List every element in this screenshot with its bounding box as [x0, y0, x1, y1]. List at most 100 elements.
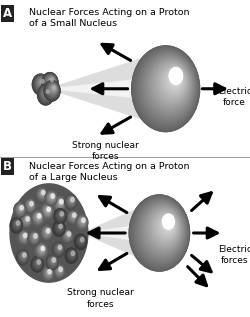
Circle shape — [135, 199, 186, 264]
Circle shape — [136, 200, 185, 262]
Circle shape — [46, 90, 49, 94]
Circle shape — [24, 235, 25, 237]
Circle shape — [40, 247, 43, 251]
Circle shape — [81, 239, 82, 241]
Circle shape — [61, 229, 73, 244]
Circle shape — [75, 235, 86, 248]
Circle shape — [44, 206, 51, 216]
Circle shape — [71, 199, 72, 201]
Circle shape — [145, 206, 181, 252]
Circle shape — [51, 79, 53, 81]
Circle shape — [139, 51, 195, 123]
Circle shape — [28, 230, 40, 246]
Circle shape — [30, 233, 38, 242]
Circle shape — [37, 189, 46, 200]
Circle shape — [79, 238, 84, 243]
Circle shape — [62, 229, 72, 243]
Circle shape — [38, 262, 39, 264]
Circle shape — [41, 80, 44, 84]
Circle shape — [57, 199, 63, 207]
Circle shape — [43, 205, 52, 217]
Circle shape — [71, 251, 74, 256]
Circle shape — [58, 245, 61, 249]
Circle shape — [42, 73, 57, 92]
Circle shape — [61, 229, 73, 244]
Circle shape — [33, 235, 36, 239]
Circle shape — [136, 49, 196, 126]
Circle shape — [18, 206, 23, 212]
Circle shape — [152, 61, 188, 107]
Circle shape — [65, 248, 77, 263]
Circle shape — [59, 226, 61, 228]
Circle shape — [54, 196, 66, 211]
Circle shape — [131, 196, 188, 269]
Circle shape — [42, 73, 58, 93]
Circle shape — [51, 194, 54, 198]
Circle shape — [41, 204, 53, 219]
Circle shape — [49, 257, 56, 266]
Circle shape — [44, 89, 50, 97]
Circle shape — [155, 214, 176, 240]
Circle shape — [162, 219, 172, 231]
Circle shape — [22, 234, 27, 239]
Circle shape — [20, 253, 26, 260]
Circle shape — [160, 217, 173, 234]
Circle shape — [22, 215, 31, 226]
Circle shape — [21, 253, 26, 259]
Circle shape — [132, 197, 188, 268]
Circle shape — [46, 270, 51, 275]
Circle shape — [35, 243, 47, 258]
Circle shape — [40, 191, 44, 197]
Circle shape — [64, 231, 71, 240]
Circle shape — [16, 222, 19, 226]
Circle shape — [54, 243, 63, 255]
Circle shape — [167, 222, 170, 226]
Circle shape — [163, 219, 172, 231]
Circle shape — [159, 66, 185, 99]
Circle shape — [41, 226, 52, 239]
Circle shape — [136, 200, 186, 263]
Circle shape — [56, 266, 63, 275]
Circle shape — [18, 230, 29, 245]
Circle shape — [20, 214, 32, 229]
Circle shape — [50, 195, 53, 199]
Circle shape — [50, 85, 56, 92]
Circle shape — [134, 48, 198, 129]
Circle shape — [42, 266, 54, 281]
Circle shape — [153, 61, 188, 106]
Circle shape — [38, 216, 40, 217]
Circle shape — [150, 210, 178, 246]
Text: Nuclear Forces Acting on a Proton
of a Large Nucleus: Nuclear Forces Acting on a Proton of a L… — [29, 162, 188, 182]
Circle shape — [150, 210, 179, 247]
Circle shape — [14, 221, 20, 228]
Circle shape — [30, 203, 32, 205]
Circle shape — [53, 264, 65, 279]
Circle shape — [59, 201, 62, 204]
Circle shape — [157, 64, 186, 101]
Circle shape — [52, 258, 55, 262]
Polygon shape — [46, 50, 165, 127]
Circle shape — [14, 202, 26, 218]
Circle shape — [50, 194, 54, 200]
Circle shape — [133, 198, 187, 266]
Circle shape — [54, 209, 66, 224]
Circle shape — [156, 214, 176, 239]
Circle shape — [21, 214, 31, 228]
Circle shape — [37, 260, 40, 264]
Circle shape — [48, 256, 57, 268]
Circle shape — [37, 244, 46, 256]
Circle shape — [63, 230, 72, 242]
Circle shape — [35, 76, 47, 91]
Circle shape — [162, 218, 173, 232]
Circle shape — [162, 214, 174, 229]
Circle shape — [168, 68, 182, 85]
Circle shape — [52, 86, 55, 89]
Circle shape — [38, 84, 54, 105]
Circle shape — [66, 210, 78, 225]
Circle shape — [31, 257, 43, 272]
Circle shape — [56, 224, 62, 231]
Circle shape — [166, 70, 182, 91]
Circle shape — [28, 201, 34, 209]
Circle shape — [40, 80, 44, 85]
Circle shape — [43, 74, 57, 91]
